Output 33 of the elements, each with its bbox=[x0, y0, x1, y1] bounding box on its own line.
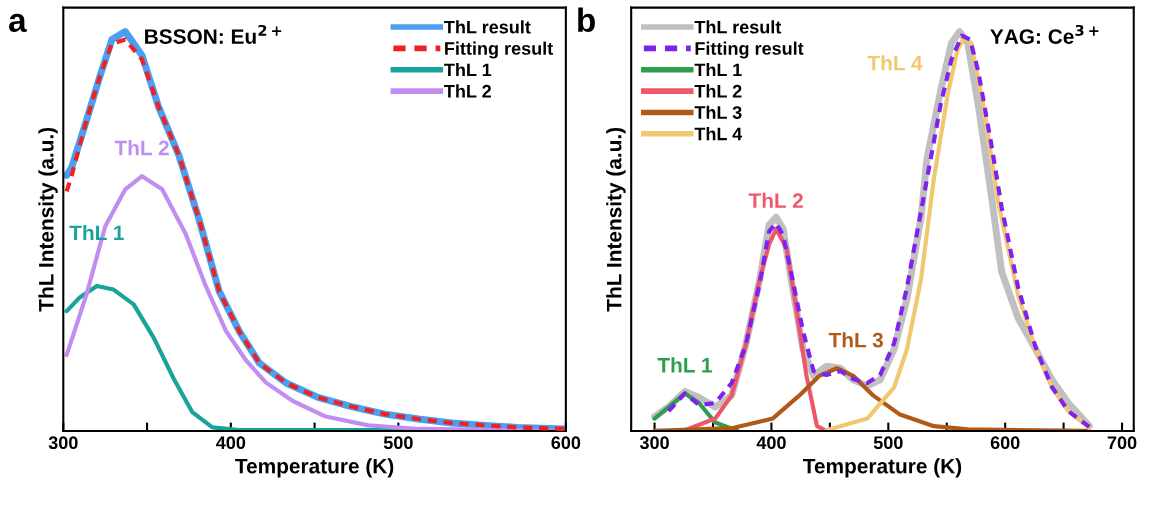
x-tick-label: 400 bbox=[756, 436, 786, 450]
annotation: ThL 2 bbox=[748, 192, 803, 208]
legend-label: ThL 4 bbox=[694, 127, 743, 141]
text: a bbox=[9, 13, 27, 33]
legend-label: ThL result bbox=[444, 20, 531, 34]
text: b bbox=[578, 7, 595, 33]
annotation: ThL 2 bbox=[114, 140, 169, 156]
annotation: ThL 4 bbox=[867, 55, 923, 71]
chart-title: BSSON: Eu$^{2+}$ bbox=[145, 24, 282, 44]
legend-label: Fitting result bbox=[445, 41, 553, 59]
x-tick-label: 600 bbox=[990, 436, 1020, 450]
y-axis-title: ThL Intensity (a.u.) bbox=[38, 127, 58, 312]
annotation: ThL 3 bbox=[828, 332, 883, 348]
x-tick-label: 400 bbox=[216, 436, 246, 450]
annotation: ThL 1 bbox=[69, 224, 124, 240]
x-tick-label: 500 bbox=[873, 436, 903, 450]
chart-title: YAG: Ce$^{3+}$ bbox=[990, 24, 1099, 44]
legend-label: ThL 2 bbox=[444, 84, 491, 98]
x-tick-label: 700 bbox=[1107, 436, 1137, 450]
x-tick-label: 600 bbox=[551, 436, 581, 450]
legend-label: ThL 1 bbox=[694, 63, 742, 77]
legend-label: ThL 2 bbox=[694, 84, 742, 98]
x-axis-title: Temperature (K) bbox=[803, 458, 962, 478]
y-axis-title: ThL Intensity (a.u.) bbox=[606, 127, 626, 312]
x-tick-label: 500 bbox=[383, 436, 413, 450]
annotation: ThL 1 bbox=[657, 357, 712, 373]
legend-label: Fitting result bbox=[695, 41, 804, 59]
x-tick-label: 300 bbox=[639, 436, 669, 450]
legend-label: ThL result bbox=[694, 20, 782, 34]
legend-label: ThL 1 bbox=[444, 63, 492, 77]
legend-label: ThL 3 bbox=[694, 105, 742, 119]
x-axis-title: Temperature (K) bbox=[235, 458, 394, 478]
x-tick-label: 300 bbox=[48, 436, 78, 450]
